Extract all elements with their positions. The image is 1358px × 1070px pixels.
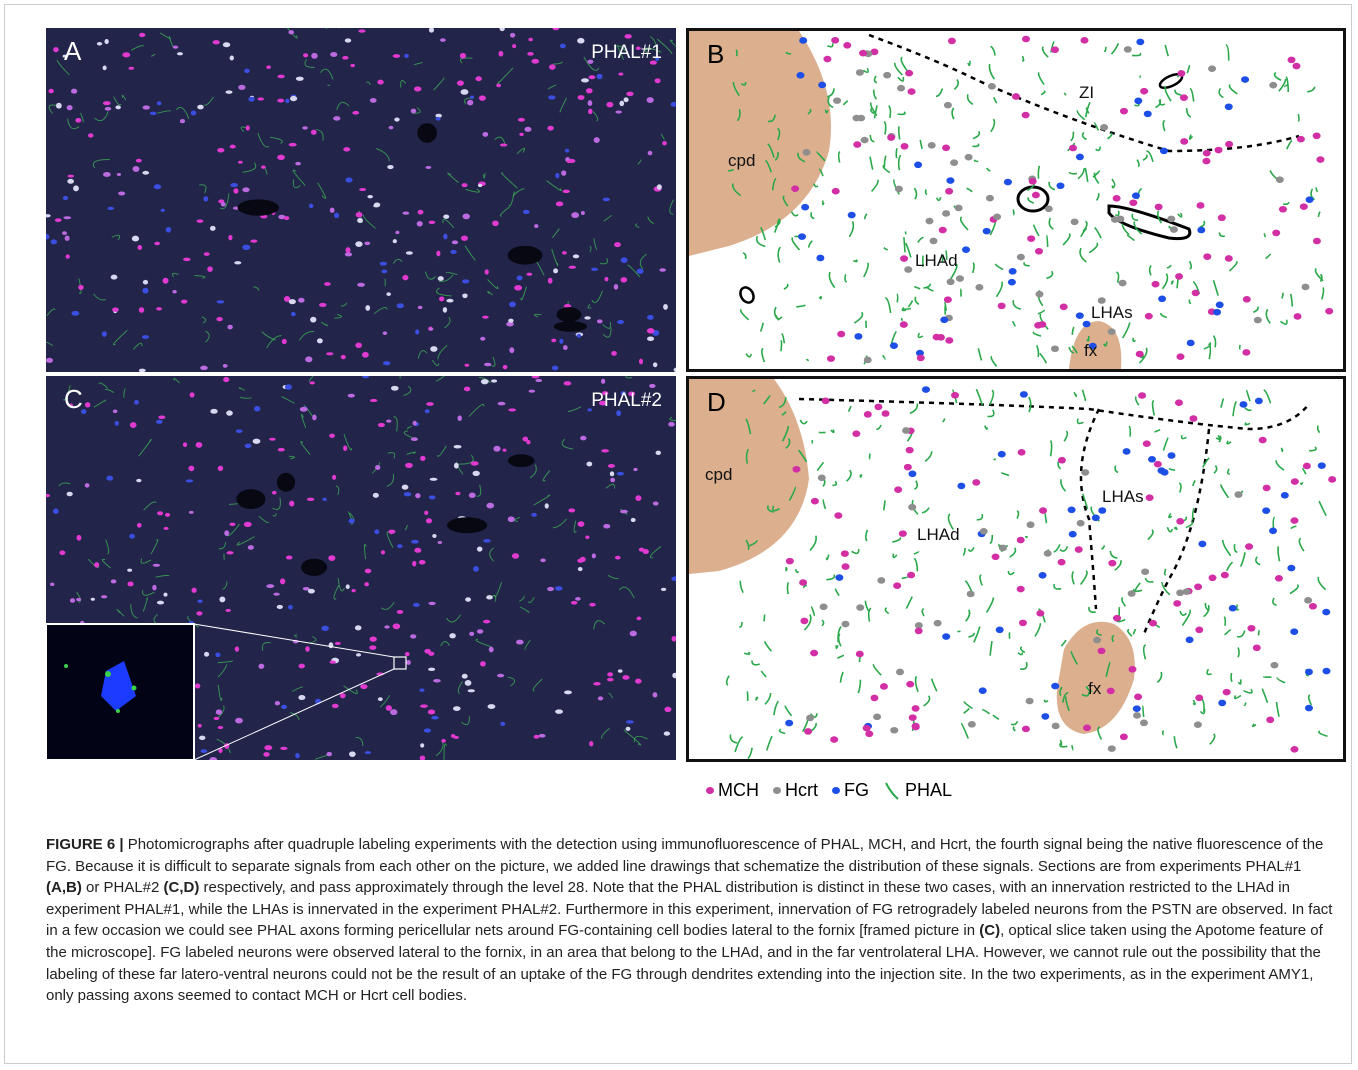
legend-label: PHAL xyxy=(905,780,952,801)
caption-text: or PHAL#2 xyxy=(82,879,164,896)
panel-label: C xyxy=(64,384,83,415)
region-label: cpd xyxy=(728,151,755,171)
legend-label: FG xyxy=(844,780,869,801)
panel-tag: PHAL#2 xyxy=(591,390,662,412)
region-label: LHAs xyxy=(1102,487,1144,507)
region-label: cpd xyxy=(705,465,732,485)
region-label: LHAd xyxy=(917,525,960,545)
caption-text: (A,B) xyxy=(46,879,82,896)
caption-text: Photomicrographs after quadruple labelin… xyxy=(46,836,1323,875)
region-label: LHAd xyxy=(915,251,958,271)
region-label: LHAs xyxy=(1091,303,1133,323)
legend-item: Hcrt xyxy=(773,780,818,801)
legend: MCH Hcrt FG PHAL xyxy=(706,780,952,801)
drawing-panel: B cpd ZI LHAd LHAs fx xyxy=(686,28,1346,372)
region-label: ZI xyxy=(1079,83,1094,103)
photo-panel: C PHAL#2 xyxy=(46,376,676,760)
panel-tag: PHAL#1 xyxy=(591,42,662,64)
drawing xyxy=(689,31,1343,369)
caption-label: FIGURE 6 | xyxy=(46,836,124,853)
caption-text: (C,D) xyxy=(164,879,200,896)
legend-label: MCH xyxy=(718,780,759,801)
drawing-panel: D cpd LHAd LHAs fx xyxy=(686,376,1346,762)
panel-label: A xyxy=(64,36,81,67)
legend-item: MCH xyxy=(706,780,759,801)
caption-text: (C) xyxy=(979,922,1000,939)
panel-label: D xyxy=(707,387,726,418)
region-label: fx xyxy=(1084,341,1097,361)
panel-label: B xyxy=(707,39,724,70)
drawing xyxy=(689,379,1343,759)
photo-image xyxy=(46,28,676,372)
legend-item: FG xyxy=(832,780,869,801)
legend-item: PHAL xyxy=(883,780,952,801)
page: A PHAL#1 B cpd ZI LHAd LHAs fx C PHAL#2 … xyxy=(0,0,1358,1070)
caption: FIGURE 6 | Photomicrographs after quadru… xyxy=(46,834,1336,1007)
photo-panel: A PHAL#1 xyxy=(46,28,676,372)
legend-label: Hcrt xyxy=(785,780,818,801)
region-label: fx xyxy=(1088,679,1101,699)
photo-image xyxy=(46,376,676,760)
